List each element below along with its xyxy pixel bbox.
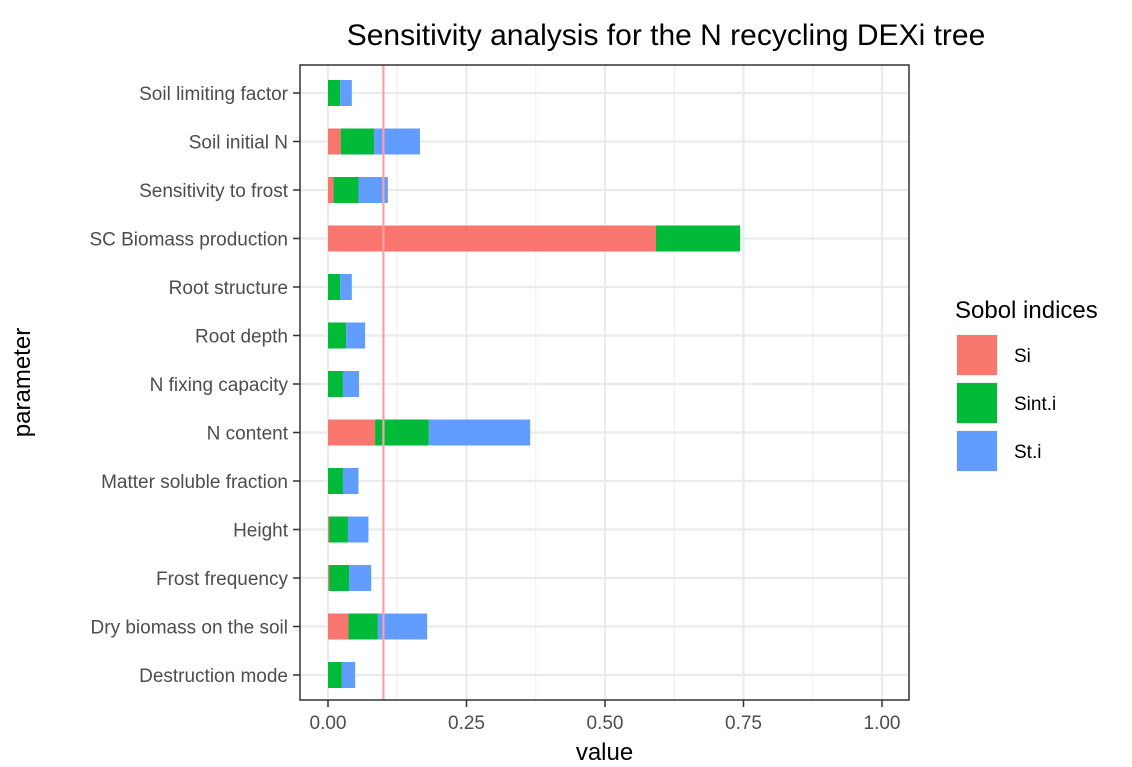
- bar-st-i-11: [377, 613, 428, 640]
- bar-si-10: [328, 565, 330, 591]
- bar-sint-i-1: [340, 128, 374, 155]
- bar-st-i-9: [347, 516, 369, 543]
- y-tick-label: Dry biomass on the soil: [91, 618, 288, 639]
- y-tick-label: Root structure: [169, 278, 288, 299]
- y-tick-label: Soil limiting factor: [139, 84, 289, 105]
- y-tick-label: Matter soluble fraction: [101, 472, 288, 493]
- y-tick-label: N content: [207, 424, 289, 445]
- grid: [300, 65, 909, 700]
- y-tick-label: Root depth: [195, 327, 288, 348]
- legend-label: St.i: [1014, 442, 1041, 463]
- y-tick-label: SC Biomass production: [89, 230, 288, 251]
- x-tick-label: 0.75: [725, 713, 762, 734]
- bar-sint-i-2: [333, 177, 359, 203]
- x-tick-label: 0.50: [587, 713, 624, 734]
- x-tick-label: 1.00: [864, 713, 901, 734]
- legend: Sobol indices Si Sint.i St.i: [955, 297, 1098, 472]
- axes: Soil limiting factor Soil initial N Sensit…: [89, 84, 900, 734]
- bar-sint-i-9: [329, 516, 348, 543]
- bar-si-7: [328, 419, 376, 446]
- bar-sint-i-3: [655, 225, 741, 252]
- legend-swatch-si: [957, 335, 997, 375]
- bar-si-3: [328, 225, 656, 252]
- bar-si-11: [328, 613, 349, 640]
- chart-title: Sensitivity analysis for the N recycling…: [347, 19, 986, 52]
- bar-si-1: [328, 128, 341, 155]
- bar-st-i-0: [340, 80, 352, 106]
- x-tick-label: 0.25: [448, 713, 485, 734]
- y-tick-label: Destruction mode: [139, 666, 288, 687]
- legend-label: Si: [1014, 346, 1031, 367]
- y-axis-title: parameter: [9, 328, 36, 437]
- x-axis-title: value: [576, 739, 633, 766]
- y-tick-label: Sensitivity to frost: [139, 181, 289, 202]
- bar-si-9: [328, 516, 330, 543]
- legend-label: Sint.i: [1014, 394, 1056, 415]
- bar-st-i-5: [346, 322, 366, 349]
- bar-si-2: [328, 177, 334, 203]
- bar-sint-i-4: [328, 274, 341, 300]
- bar-sint-i-6: [328, 371, 343, 397]
- bar-sint-i-0: [328, 80, 341, 106]
- y-tick-label: Height: [233, 521, 289, 542]
- y-tick-label: Frost frequency: [156, 569, 288, 590]
- legend-swatch-sint-i: [957, 383, 997, 423]
- legend-swatch-st-i: [957, 431, 997, 471]
- bar-st-i-6: [342, 371, 360, 397]
- bar-st-i-12: [341, 662, 356, 688]
- bar-sint-i-12: [328, 662, 342, 688]
- bar-st-i-4: [340, 274, 352, 300]
- bar-st-i-8: [342, 468, 359, 494]
- bar-sint-i-10: [329, 565, 350, 591]
- legend-title: Sobol indices: [955, 297, 1098, 324]
- bar-st-i-1: [373, 128, 420, 155]
- y-tick-label: N fixing capacity: [150, 375, 289, 396]
- bar-st-i-7: [428, 419, 531, 446]
- bar-sint-i-11: [348, 613, 378, 640]
- bar-sint-i-5: [328, 322, 347, 349]
- y-tick-label: Soil initial N: [189, 133, 288, 154]
- x-tick-label: 0.00: [310, 713, 347, 734]
- bar-st-i-10: [349, 565, 372, 591]
- bar-sint-i-8: [328, 468, 343, 494]
